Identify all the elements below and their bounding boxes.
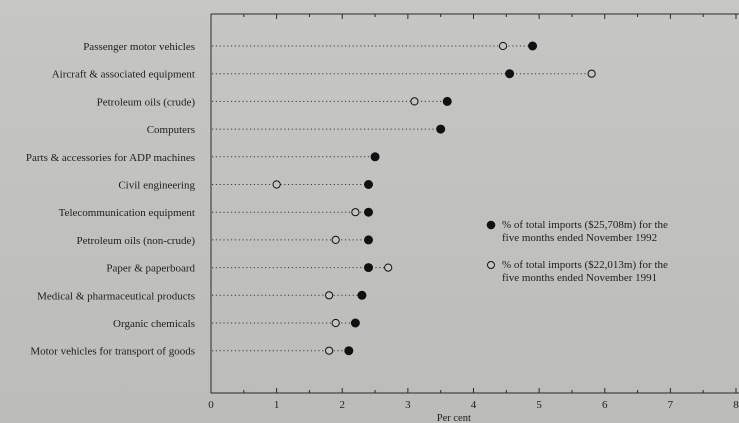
x-tick-label: 8 xyxy=(733,399,739,411)
dot-1992 xyxy=(505,69,515,79)
x-tick-label: 5 xyxy=(536,399,542,411)
dot-1992 xyxy=(364,263,373,273)
x-tick-label: 1 xyxy=(274,399,280,411)
dot-1992 xyxy=(364,235,373,245)
x-tick-labels: 0 1 2 3 4 5 6 7 8 xyxy=(208,399,739,411)
category-label: Organic chemicals xyxy=(113,318,195,330)
leader-lines xyxy=(212,45,592,352)
category-label: Passenger motor vehicles xyxy=(83,41,195,53)
category-label: Civil engineering xyxy=(118,180,195,192)
dot-1992 xyxy=(436,124,446,134)
category-labels: Passenger motor vehicles Aircraft & assoc… xyxy=(26,41,196,358)
x-tick-label: 2 xyxy=(340,399,346,411)
legend: % of total imports ($25,708m) for thefiv… xyxy=(486,219,668,284)
x-axis-title: Per cent xyxy=(437,413,471,423)
dot-1991 xyxy=(384,263,393,272)
dot-1991 xyxy=(587,69,596,78)
legend-marker-filled xyxy=(486,220,496,230)
legend-text-line: five months ended November 1992 xyxy=(502,232,657,244)
plot-frame xyxy=(210,13,739,394)
dot-1992 xyxy=(442,96,452,106)
dot-1991 xyxy=(410,97,419,106)
plot-frame-lines xyxy=(210,13,739,394)
x-tick-label: 7 xyxy=(668,399,674,411)
dot-1992 xyxy=(364,180,373,189)
legend-text-line: % of total imports ($25,708m) for the xyxy=(502,219,668,231)
x-tick-label: 6 xyxy=(602,399,608,411)
x-tick-label: 3 xyxy=(405,399,411,411)
legend-marker-open xyxy=(487,261,495,269)
legend-text-line: five months ended November 1991 xyxy=(502,272,657,284)
x-axis-ticks xyxy=(210,14,737,393)
dot-1991 xyxy=(331,318,340,328)
dot-1991 xyxy=(272,180,281,189)
dot-1991 xyxy=(331,235,340,244)
x-tick-label: 4 xyxy=(471,399,477,411)
dot-1992 xyxy=(350,318,360,328)
legend-text-line: % of total imports ($22,013m) for the xyxy=(502,259,668,271)
dot-1992 xyxy=(344,346,354,356)
category-label: Paper & paperboard xyxy=(106,263,195,275)
dot-1992 xyxy=(370,152,380,162)
dot-1991 xyxy=(498,41,508,51)
category-label: Telecommunication equipment xyxy=(59,207,195,219)
category-label: Petroleum oils (crude) xyxy=(97,96,196,108)
dot-1992 xyxy=(364,207,373,217)
dot-1991 xyxy=(325,291,334,300)
data-markers xyxy=(272,41,596,356)
dot-1991 xyxy=(325,346,334,355)
category-label: Parts & accessories for ADP machines xyxy=(26,152,195,164)
category-label: Computers xyxy=(147,124,195,136)
dot-1991 xyxy=(351,208,360,217)
dot-1992 xyxy=(528,41,538,51)
category-label: Aircraft & associated equipment xyxy=(52,69,195,81)
dot-1992 xyxy=(357,290,367,300)
x-tick-label: 0 xyxy=(208,399,214,411)
category-label: Motor vehicles for transport of goods xyxy=(30,346,195,358)
category-label: Petroleum oils (non-crude) xyxy=(76,235,195,247)
category-label: Medical & pharmaceutical products xyxy=(37,290,195,302)
